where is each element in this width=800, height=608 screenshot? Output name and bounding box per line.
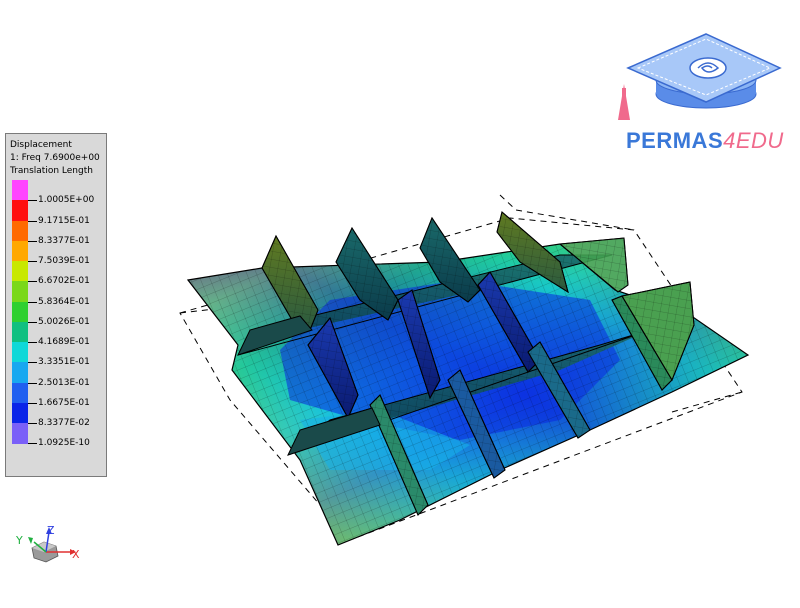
legend-mode: 1: Freq 7.6900e+00 — [10, 152, 100, 164]
legend-tick-label: 1.0005E+00 — [38, 195, 94, 205]
legend-swatch — [12, 423, 28, 444]
legend-tick-label: 9.1715E-01 — [38, 216, 90, 226]
legend-tick-label: 4.1689E-01 — [38, 337, 90, 347]
legend-tick — [28, 261, 37, 262]
legend-swatch — [12, 241, 28, 262]
legend-tick-label: 8.3377E-01 — [38, 236, 90, 246]
legend-tick-label: 1.0925E-10 — [38, 438, 90, 448]
graduation-cap-icon — [618, 34, 780, 120]
legend-tick-label: 3.3351E-01 — [38, 357, 90, 367]
legend-tick — [28, 302, 37, 303]
legend-swatch — [12, 281, 28, 302]
legend-swatch — [12, 221, 28, 242]
legend-tick-label: 2.5013E-01 — [38, 378, 90, 388]
legend-swatch — [12, 261, 28, 282]
legend-tick — [28, 362, 37, 363]
legend-tick — [28, 443, 37, 444]
y-axis-head — [28, 537, 33, 544]
legend-swatch — [12, 403, 28, 424]
legend-swatch — [12, 302, 28, 323]
y-axis-label: Y — [15, 534, 23, 547]
z-axis-label: Z — [47, 524, 55, 537]
logo-wordmark: PERMAS4EDU — [626, 128, 784, 154]
legend-tick — [28, 221, 37, 222]
logo-brand: PERMAS — [626, 128, 723, 153]
legend-tick — [28, 342, 37, 343]
axis-triad[interactable]: X Y Z — [14, 522, 86, 572]
legend-swatch — [12, 362, 28, 383]
legend-tick — [28, 322, 37, 323]
legend-tick — [28, 281, 37, 282]
legend-tick — [28, 241, 37, 242]
color-legend: Displacement 1: Freq 7.6900e+00 Translat… — [5, 133, 107, 477]
legend-tick-label: 5.8364E-01 — [38, 297, 90, 307]
legend-tick-label: 5.0026E-01 — [38, 317, 90, 327]
legend-tick — [28, 200, 37, 201]
legend-tick — [28, 423, 37, 424]
legend-swatch — [12, 180, 28, 201]
legend-tick-label: 6.6702E-01 — [38, 276, 90, 286]
legend-tick-label: 1.6675E-01 — [38, 398, 90, 408]
x-axis-label: X — [72, 548, 80, 561]
legend-title: Displacement — [10, 139, 72, 151]
legend-tick-label: 8.3377E-02 — [38, 418, 90, 428]
legend-tick-label: 7.5039E-01 — [38, 256, 90, 266]
legend-swatch — [12, 383, 28, 404]
legend-swatch — [12, 342, 28, 363]
logo-suffix: 4EDU — [723, 128, 784, 153]
legend-swatch — [12, 322, 28, 343]
legend-quantity: Translation Length — [10, 165, 93, 177]
legend-tick — [28, 403, 37, 404]
legend-tick — [28, 383, 37, 384]
legend-swatch — [12, 200, 28, 221]
